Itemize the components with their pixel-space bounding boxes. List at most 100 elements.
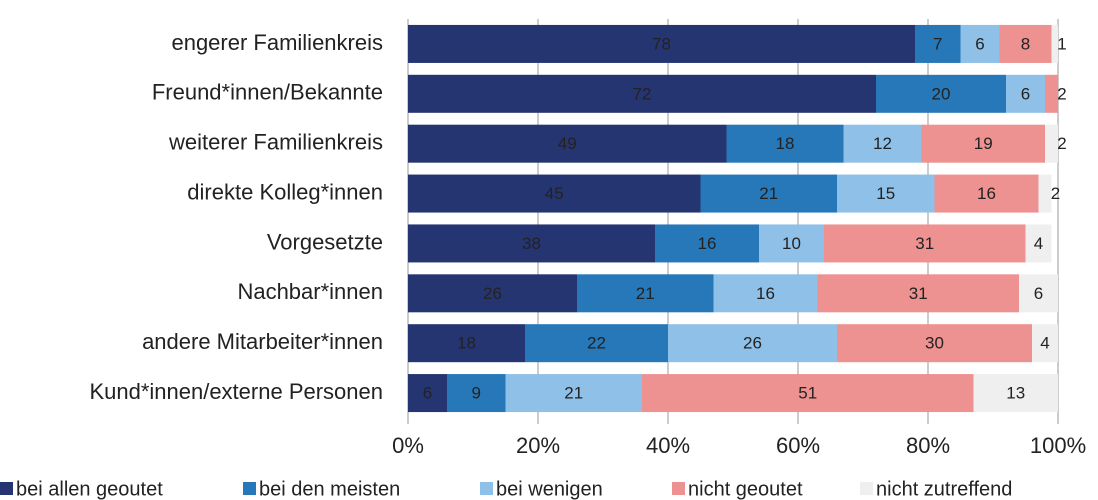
x-tick-label: 20% <box>516 433 560 458</box>
bar-segment <box>726 124 844 163</box>
bar-segment <box>1038 174 1052 213</box>
bar-segment <box>973 374 1058 413</box>
legend-swatch <box>672 482 685 495</box>
data-label: 2 <box>1051 184 1060 203</box>
data-label: 31 <box>915 234 934 253</box>
data-label: 22 <box>587 334 606 353</box>
bar-segment <box>577 274 714 313</box>
data-label: 21 <box>636 284 655 303</box>
data-label: 4 <box>1040 334 1049 353</box>
category-label: Freund*innen/Bekannte <box>152 80 383 105</box>
category-label: andere Mitarbeiter*innen <box>142 329 383 354</box>
bar-segment <box>876 74 1006 113</box>
data-label: 7 <box>933 34 942 53</box>
data-label: 8 <box>1021 34 1030 53</box>
category-label: weiterer Familienkreis <box>168 130 383 155</box>
data-label: 6 <box>975 34 984 53</box>
data-label: 18 <box>776 134 795 153</box>
bar-segment <box>408 74 876 113</box>
bar-segment <box>713 274 818 313</box>
bar-segment <box>824 224 1026 263</box>
bar-segment <box>843 124 922 163</box>
legend-label: bei allen geoutet <box>16 478 163 500</box>
bar-segment <box>921 124 1045 163</box>
data-label: 6 <box>1034 284 1043 303</box>
bar-segment <box>1045 124 1058 163</box>
bar-segment <box>408 24 915 63</box>
bar-segment <box>817 274 1019 313</box>
data-label: 78 <box>652 34 671 53</box>
data-label: 10 <box>782 234 801 253</box>
category-label: Kund*innen/externe Personen <box>89 379 383 404</box>
bar-segment <box>1045 74 1058 113</box>
x-tick-label: 60% <box>776 433 820 458</box>
bar-segment <box>525 324 668 363</box>
category-label: Nachbar*innen <box>237 279 383 304</box>
bar-segment <box>408 224 655 263</box>
bar-segment <box>668 324 837 363</box>
bar-segment <box>408 374 447 413</box>
data-label: 51 <box>798 384 817 403</box>
bar-segment <box>759 224 824 263</box>
x-tick-label: 0% <box>392 433 424 458</box>
bar-segment <box>700 174 837 213</box>
legend-swatch <box>860 482 873 495</box>
category-label: direkte Kolleg*innen <box>187 179 383 204</box>
data-label: 38 <box>522 234 541 253</box>
data-label: 6 <box>423 384 432 403</box>
bar-segment <box>655 224 759 263</box>
data-label: 20 <box>932 84 951 103</box>
data-label: 16 <box>698 234 717 253</box>
bar-segment <box>408 124 727 163</box>
bar-segment <box>1032 324 1058 363</box>
x-tick-label: 40% <box>646 433 690 458</box>
data-label: 26 <box>483 284 502 303</box>
data-label: 16 <box>756 284 775 303</box>
category-label: Vorgesetzte <box>267 229 383 254</box>
data-label: 26 <box>743 334 762 353</box>
legend-label: nicht zutreffend <box>876 478 1012 500</box>
bar-segment <box>837 324 1032 363</box>
data-label: 4 <box>1034 234 1043 253</box>
data-label: 21 <box>564 384 583 403</box>
bar-segment <box>1051 24 1058 63</box>
legend-label: nicht geoutet <box>688 478 803 500</box>
data-label: 15 <box>876 184 895 203</box>
data-label: 72 <box>633 84 652 103</box>
bar-segment <box>934 174 1039 213</box>
bar-segment <box>960 24 1000 63</box>
bar-segment <box>837 174 935 213</box>
legend-swatch <box>480 482 493 495</box>
data-label: 21 <box>759 184 778 203</box>
bar-segment <box>447 374 506 413</box>
legend-swatch <box>243 482 256 495</box>
data-label: 2 <box>1057 84 1066 103</box>
bar-segment <box>1025 224 1052 263</box>
x-tick-label: 100% <box>1030 433 1086 458</box>
legend-label: bei wenigen <box>496 478 603 500</box>
data-label: 30 <box>925 334 944 353</box>
data-label: 1 <box>1057 34 1066 53</box>
bar-segment <box>408 174 701 213</box>
bar-segment <box>408 274 577 313</box>
data-label: 49 <box>558 134 577 153</box>
data-label: 6 <box>1021 84 1030 103</box>
data-label: 2 <box>1057 134 1066 153</box>
bar-segment <box>999 24 1052 63</box>
data-label: 18 <box>457 334 476 353</box>
x-tick-label: 80% <box>906 433 950 458</box>
legend-label: bei den meisten <box>259 478 400 500</box>
data-label: 19 <box>974 134 993 153</box>
data-label: 9 <box>472 384 481 403</box>
data-label: 45 <box>545 184 564 203</box>
bar-segment <box>505 374 642 413</box>
bar-segment <box>915 24 961 63</box>
data-label: 16 <box>977 184 996 203</box>
bar-segment <box>408 324 525 363</box>
category-label: engerer Familienkreis <box>171 30 383 55</box>
data-label: 13 <box>1006 384 1025 403</box>
data-label: 31 <box>909 284 928 303</box>
bar-segment <box>1019 274 1058 313</box>
bar-segment <box>642 374 974 413</box>
